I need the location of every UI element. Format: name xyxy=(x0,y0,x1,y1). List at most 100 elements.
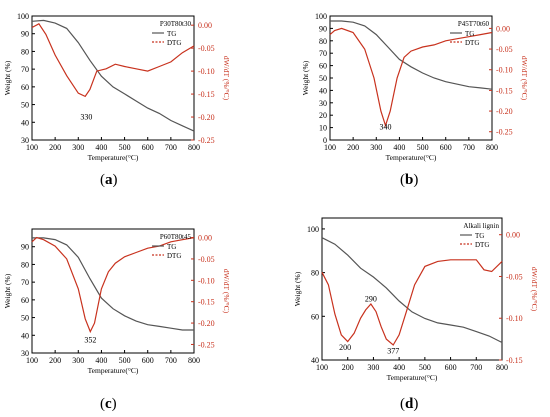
x-tick-label: 200 xyxy=(49,143,61,152)
y-axis-label: Weight (%) xyxy=(3,273,12,308)
y2-tick-label: -0.20 xyxy=(198,319,215,328)
y2-tick-label: -0.05 xyxy=(506,272,523,281)
peak-annotation: 377 xyxy=(387,346,399,355)
x-tick-label: 500 xyxy=(119,356,131,365)
x-tick-label: 800 xyxy=(188,143,200,152)
legend-label-tg: TG xyxy=(465,30,474,38)
y2-tick-label: -0.15 xyxy=(496,86,513,95)
y-tick-label: 100 xyxy=(307,225,319,234)
x-tick-label: 400 xyxy=(393,363,405,372)
y-tick-label: 60 xyxy=(311,312,319,321)
x-tick-label: 300 xyxy=(370,143,382,152)
y2-tick-label: -0.20 xyxy=(198,113,215,122)
series-line-tg xyxy=(330,20,493,90)
x-tick-label: 800 xyxy=(496,363,508,372)
y-tick-label: 50 xyxy=(21,314,29,323)
plot-frame xyxy=(31,228,195,354)
y2-tick-label: -0.05 xyxy=(496,45,513,54)
x-tick-label: 700 xyxy=(165,143,177,152)
x-tick-label: 200 xyxy=(347,143,359,152)
y-tick-label: 30 xyxy=(319,99,327,108)
x-tick-label: 100 xyxy=(324,143,336,152)
y2-tick-label: 0.00 xyxy=(198,21,212,30)
y2-tick-label: -0.05 xyxy=(198,255,215,264)
y-tick-label: 60 xyxy=(319,62,327,71)
x-tick-label: 100 xyxy=(26,356,38,365)
y2-tick-label: -0.20 xyxy=(496,107,513,116)
caption-d: (d) xyxy=(400,396,419,412)
plot-frame xyxy=(321,217,503,361)
y2-tick-label: -0.25 xyxy=(198,136,215,145)
y-tick-label: 20 xyxy=(319,111,327,120)
peak-annotation: 340 xyxy=(380,123,392,132)
y2-tick-label: -0.10 xyxy=(198,67,215,76)
y-tick-label: 40 xyxy=(311,356,319,365)
y-tick-label: 90 xyxy=(21,30,29,39)
series-line-tg xyxy=(321,237,503,344)
y2-tick-label: -0.15 xyxy=(198,90,215,99)
y2-axis-label: dW/dT (%/°C) xyxy=(222,269,231,314)
x-tick-label: 100 xyxy=(316,363,328,372)
y-tick-label: 10 xyxy=(319,124,327,133)
series-line-dtg xyxy=(321,259,503,346)
x-tick-label: 500 xyxy=(417,143,429,152)
chart-panel-d: 100 200 300 400 500 600 700 800 40 60 80 100 0.00 -0.… xyxy=(293,217,539,382)
x-tick-label: 700 xyxy=(165,356,177,365)
y2-tick-label: 0.00 xyxy=(198,234,212,243)
caption-c: (c) xyxy=(100,396,117,412)
x-tick-label: 500 xyxy=(119,143,131,152)
x-tick-label: 600 xyxy=(440,143,452,152)
x-tick-label: 800 xyxy=(188,356,200,365)
x-axis-label: Temperature(°C) xyxy=(387,373,438,382)
y-tick-label: 80 xyxy=(21,47,29,56)
y-tick-label: 30 xyxy=(21,136,29,145)
y-tick-label: 30 xyxy=(21,349,29,358)
chart-panel-b: 100 200 300 400 500 600 700 800 0 10 20 30 40 50 60 70 8… xyxy=(301,12,529,162)
y-axis-label: Weight (%) xyxy=(301,60,310,95)
y-tick-label: 80 xyxy=(319,37,327,46)
peak-annotation: 330 xyxy=(80,112,92,121)
x-tick-label: 400 xyxy=(393,143,405,152)
x-tick-label: 400 xyxy=(95,143,107,152)
y-tick-label: 70 xyxy=(21,65,29,74)
x-tick-label: 700 xyxy=(463,143,475,152)
legend-label-dtg: DTG xyxy=(475,241,489,249)
legend-title: P45T70t60 xyxy=(458,20,490,28)
x-tick-label: 600 xyxy=(142,143,154,152)
series-line-tg xyxy=(31,19,195,132)
y-tick-label: 80 xyxy=(311,269,319,278)
y2-tick-label: -0.25 xyxy=(496,128,513,137)
y2-tick-label: -0.15 xyxy=(198,298,215,307)
x-tick-label: 700 xyxy=(470,363,482,372)
y-tick-label: 40 xyxy=(21,118,29,127)
y-tick-label: 60 xyxy=(21,296,29,305)
y2-tick-label: -0.10 xyxy=(198,276,215,285)
y2-axis-label: dW/dT (%/°C) xyxy=(530,267,539,312)
y-tick-label: 60 xyxy=(21,83,29,92)
legend-label-dtg: DTG xyxy=(167,39,181,47)
y-tick-label: 100 xyxy=(17,12,29,21)
legend-label-tg: TG xyxy=(167,243,176,251)
y2-tick-label: -0.10 xyxy=(506,314,523,323)
y-tick-label: 80 xyxy=(21,260,29,269)
x-tick-label: 600 xyxy=(142,356,154,365)
chart-panel-c: 100 200 300 400 500 600 700 800 30 40 50 60 70 80 90 0.… xyxy=(3,228,231,375)
legend-title: Alkali lignin xyxy=(463,222,499,230)
y2-tick-label: -0.10 xyxy=(496,66,513,75)
series-line-tg xyxy=(32,237,194,331)
plot-frame xyxy=(31,15,195,141)
x-tick-label: 200 xyxy=(342,363,354,372)
legend-label-dtg: DTG xyxy=(167,252,181,260)
y-tick-label: 90 xyxy=(319,24,327,33)
caption-b: (b) xyxy=(400,172,419,188)
series-line-dtg xyxy=(31,23,195,98)
y2-tick-label: 0.00 xyxy=(496,24,510,33)
y-tick-label: 70 xyxy=(319,49,327,58)
peak-annotation: 352 xyxy=(84,335,96,344)
y2-tick-label: 0.00 xyxy=(506,231,520,240)
y-axis-label: Weight (%) xyxy=(293,271,302,306)
x-tick-label: 300 xyxy=(367,363,379,372)
y2-tick-label: -0.05 xyxy=(198,44,215,53)
y2-tick-label: -0.15 xyxy=(506,356,523,365)
x-tick-label: 300 xyxy=(72,143,84,152)
